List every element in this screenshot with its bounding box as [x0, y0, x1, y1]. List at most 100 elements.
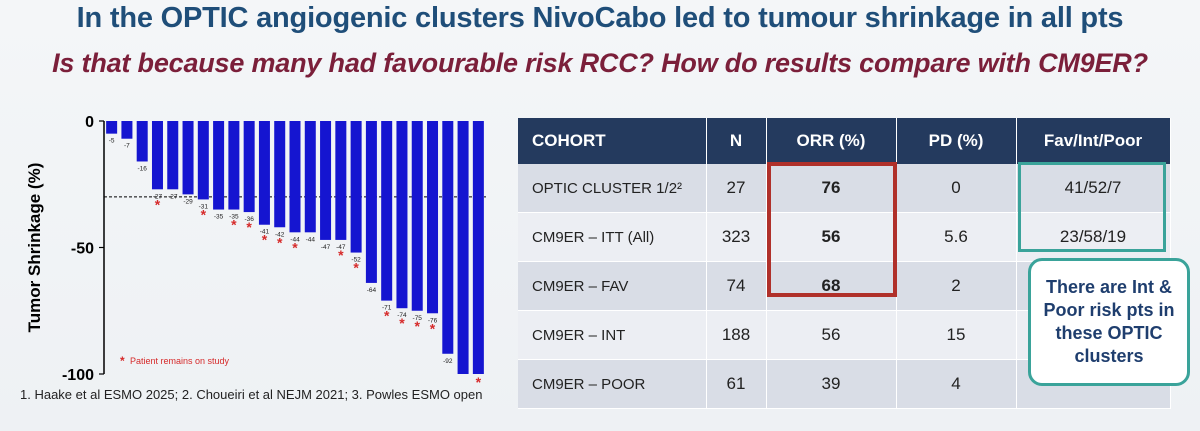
bar-data-label: -16: [137, 165, 147, 172]
on-study-marker: *: [292, 239, 298, 255]
bar: [167, 121, 179, 190]
bar-data-label: -44: [306, 236, 316, 243]
bar: [472, 121, 484, 374]
bar: [335, 121, 347, 240]
slide-title: In the OPTIC angiogenic clusters NivoCab…: [76, 2, 1124, 34]
bar: [274, 121, 286, 228]
table-header-row: COHORT N ORR (%) PD (%) Fav/Int/Poor: [518, 118, 1171, 164]
bar-data-label: -5: [109, 138, 115, 145]
bar-data-label: -36: [244, 216, 254, 223]
orr-cell: 56: [766, 212, 897, 262]
pd-cell: 4: [896, 359, 1017, 409]
y-tick-label: -100: [62, 367, 94, 384]
legend-text: Patient remains on study: [130, 356, 230, 366]
header-risk: Fav/Int/Poor: [1016, 118, 1171, 164]
bar-data-label: -74: [397, 312, 407, 319]
table-row: CM9ER – ITT (All) 323 56 5.6 23/58/19: [518, 212, 1171, 262]
y-axis-label: Tumor Shrinkage (%): [25, 163, 44, 333]
callout-box: There are Int & Poor risk pts in these O…: [1028, 258, 1190, 386]
y-tick-label: 0: [85, 114, 94, 131]
bar-data-label: -27: [153, 193, 163, 200]
bar: [427, 121, 439, 314]
bar: [197, 121, 209, 200]
table-row: CM9ER – FAV 74 68 2: [518, 261, 1171, 311]
bar: [350, 121, 362, 253]
bar-data-label: -52: [351, 257, 361, 264]
header-n: N: [706, 118, 767, 164]
slide-subtitle: Is that because many had favourable risk…: [52, 48, 1148, 78]
bar-data-label: -76: [428, 317, 438, 324]
footnote-references: 1. Haake et al ESMO 2025; 2. Choueiri et…: [20, 387, 483, 402]
on-study-marker: *: [246, 219, 252, 235]
bar-data-label: -27: [168, 193, 178, 200]
n-cell: 323: [706, 212, 767, 262]
bar-data-label: -64: [367, 287, 377, 294]
bar: [213, 121, 225, 210]
n-cell: 27: [706, 164, 767, 213]
on-study-marker: *: [399, 315, 405, 331]
pd-cell: 5.6: [896, 212, 1017, 262]
n-cell: 74: [706, 261, 767, 311]
bar-data-label: -29: [183, 198, 193, 205]
bar: [320, 121, 332, 240]
legend-marker: *: [120, 354, 125, 368]
bar-data-label: -42: [275, 231, 285, 238]
on-study-marker: *: [338, 247, 344, 263]
orr-cell: 68: [766, 261, 897, 311]
risk-highlight-box: [1018, 162, 1166, 252]
bar-data-label: -35: [229, 214, 239, 221]
bar: [228, 121, 240, 210]
on-study-marker: *: [353, 260, 359, 276]
table-row: OPTIC CLUSTER 1/2² 27 76 0 41/52/7: [518, 164, 1171, 213]
pd-cell: 15: [896, 310, 1017, 360]
bar-data-label: -75: [413, 315, 423, 322]
bar: [365, 121, 377, 283]
n-cell: 61: [706, 359, 767, 409]
bar: [442, 121, 454, 354]
bar: [289, 121, 301, 233]
risk-cell: 23/58/19: [1016, 212, 1171, 262]
cohort-cell: CM9ER – INT: [518, 310, 707, 360]
cohort-cell: OPTIC CLUSTER 1/2²: [518, 164, 707, 213]
cohort-cell: CM9ER – FAV: [518, 261, 707, 311]
y-tick-label: -50: [71, 241, 94, 258]
bar-data-label: -35: [214, 214, 224, 221]
header-orr: ORR (%): [766, 118, 897, 164]
on-study-marker: *: [262, 232, 268, 248]
bar-data-label: -92: [443, 358, 453, 365]
n-cell: 188: [706, 310, 767, 360]
on-study-marker: *: [415, 318, 421, 334]
on-study-marker: *: [231, 217, 237, 233]
bar: [396, 121, 408, 309]
bar: [136, 121, 148, 162]
bar-data-label: -44: [290, 236, 300, 243]
risk-cell: 41/52/7: [1016, 164, 1171, 213]
bar: [106, 121, 118, 134]
bar: [121, 121, 133, 139]
bar-data-label: -31: [199, 203, 209, 210]
bar: [258, 121, 270, 225]
bar: [304, 121, 316, 233]
orr-cell: 76: [766, 164, 897, 213]
on-study-marker: *: [430, 320, 436, 336]
on-study-marker: *: [155, 196, 161, 212]
bar-data-label: -47: [336, 244, 346, 251]
on-study-marker: *: [277, 234, 283, 250]
bar: [151, 121, 163, 190]
orr-cell: 56: [766, 310, 897, 360]
cohort-cell: CM9ER – ITT (All): [518, 212, 707, 262]
cohort-cell: CM9ER – POOR: [518, 359, 707, 409]
on-study-marker: *: [476, 374, 482, 390]
header-cohort: COHORT: [518, 118, 707, 164]
bar: [182, 121, 194, 195]
pd-cell: 0: [896, 164, 1017, 213]
bar: [457, 121, 469, 374]
bar-data-label: -47: [321, 244, 331, 251]
bar: [411, 121, 423, 311]
on-study-marker: *: [384, 308, 390, 324]
bar-data-label: -7: [124, 143, 130, 150]
orr-cell: 39: [766, 359, 897, 409]
bar: [243, 121, 255, 213]
bar-data-label: -71: [382, 305, 392, 312]
